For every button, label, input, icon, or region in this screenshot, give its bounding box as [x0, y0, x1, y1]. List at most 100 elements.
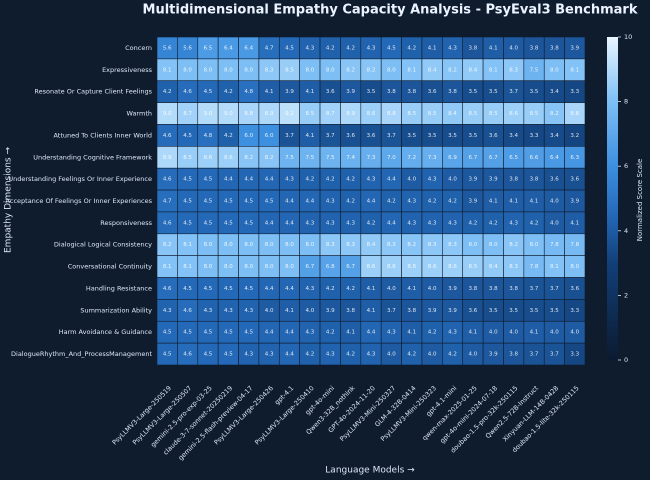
cell-label: 4.5	[224, 220, 233, 226]
cell-label: 8.2	[407, 242, 416, 248]
cell-label: 8.1	[407, 67, 416, 73]
cell-label: 8.4	[489, 264, 498, 270]
cell-label: 7.5	[285, 155, 294, 161]
cell-label: 6.4	[550, 155, 559, 161]
cell-label: 4.1	[407, 286, 416, 292]
cell-label: 4.2	[346, 352, 355, 358]
cell-label: 4.0	[550, 199, 559, 205]
cell-label: 3.3	[570, 308, 579, 314]
cell-label: 8.2	[509, 242, 518, 248]
cell-label: 4.0	[509, 330, 518, 336]
cell-label: 4.5	[224, 286, 233, 292]
cell-label: 4.5	[183, 133, 192, 139]
cell-label: 4.1	[367, 286, 376, 292]
cell-label: 4.0	[428, 352, 437, 358]
cell-label: 9.2	[285, 111, 294, 117]
cell-label: 4.2	[346, 199, 355, 205]
cell-label: 4.5	[285, 45, 294, 51]
y-tick-label: Understanding Cognitive Framework	[33, 153, 152, 161]
cell-label: 3.6	[326, 89, 335, 95]
cell-label: 8.0	[305, 242, 314, 248]
cell-label: 4.5	[204, 286, 213, 292]
cell-label: 3.2	[570, 133, 579, 139]
cell-label: 4.7	[265, 45, 274, 51]
cell-label: 4.3	[326, 199, 335, 205]
cell-label: 4.4	[265, 286, 274, 292]
cell-label: 4.1	[570, 220, 579, 226]
cell-label: 4.5	[244, 286, 253, 292]
cell-label: 3.7	[550, 286, 559, 292]
cell-label: 4.0	[265, 308, 274, 314]
colorbar-tick-label: 6	[624, 162, 628, 170]
colorbar-tick-label: 2	[624, 291, 628, 299]
cell-label: 9.0	[163, 111, 172, 117]
cell-label: 6.0	[265, 133, 274, 139]
cell-label: 3.8	[509, 352, 518, 358]
cell-label: 9.0	[204, 111, 213, 117]
cell-label: 8.2	[367, 67, 376, 73]
y-tick-label: Responsiveness	[100, 219, 152, 227]
cell-label: 4.2	[489, 220, 498, 226]
cell-label: 4.0	[570, 330, 579, 336]
cell-label: 4.5	[183, 199, 192, 205]
cell-label: 3.8	[387, 89, 396, 95]
cell-label: 4.3	[387, 330, 396, 336]
y-tick-label: Resonate Or Capture Client Feelings	[34, 88, 152, 96]
cell-label: 4.5	[204, 220, 213, 226]
cell-label: 4.1	[509, 199, 518, 205]
cell-label: 4.4	[265, 330, 274, 336]
cell-label: 3.5	[530, 89, 539, 95]
cell-label: 4.0	[469, 352, 478, 358]
cell-label: 4.7	[163, 199, 172, 205]
cell-label: 4.3	[367, 45, 376, 51]
cell-label: 4.5	[183, 286, 192, 292]
cell-label: 4.2	[326, 286, 335, 292]
cell-label: 4.4	[285, 330, 294, 336]
cell-label: 4.4	[387, 177, 396, 183]
cell-label: 3.5	[448, 133, 457, 139]
cell-label: 8.0	[387, 67, 396, 73]
cell-label: 8.2	[550, 111, 559, 117]
cell-label: 3.5	[469, 89, 478, 95]
cell-label: 3.9	[489, 352, 498, 358]
cell-label: 4.3	[367, 352, 376, 358]
cell-label: 4.0	[550, 220, 559, 226]
cell-label: 4.3	[163, 308, 172, 314]
cell-label: 4.5	[204, 89, 213, 95]
cell-label: 6.6	[530, 155, 539, 161]
y-tick-label: Acceptance Of Feelings Or Inner Experien…	[6, 197, 153, 205]
cell-label: 4.3	[428, 177, 437, 183]
cell-label: 8.2	[163, 242, 172, 248]
cell-label: 4.4	[367, 199, 376, 205]
cell-label: 8.6	[387, 264, 396, 270]
colorbar-tick-label: 0	[624, 356, 628, 364]
cell-label: 4.6	[183, 308, 192, 314]
cell-label: 4.5	[204, 330, 213, 336]
cell-label: 4.2	[163, 89, 172, 95]
cell-label: 3.7	[550, 352, 559, 358]
colorbar-title: Normalized Score Scale	[636, 159, 644, 242]
cell-label: 8.3	[346, 242, 355, 248]
cell-label: 8.7	[183, 111, 192, 117]
cell-label: 3.5	[367, 89, 376, 95]
cell-label: 4.2	[428, 199, 437, 205]
cell-label: 4.3	[244, 308, 253, 314]
cell-label: 4.5	[224, 330, 233, 336]
cell-label: 4.2	[448, 352, 457, 358]
cell-label: 8.0	[285, 242, 294, 248]
cell-label: 8.8	[244, 111, 253, 117]
cell-label: 4.2	[407, 352, 416, 358]
cell-label: 7.5	[305, 155, 314, 161]
cell-label: 9.0	[224, 111, 233, 117]
cell-label: 4.2	[346, 177, 355, 183]
cell-label: 4.3	[204, 308, 213, 314]
cell-label: 4.3	[407, 199, 416, 205]
cell-label: 4.5	[183, 330, 192, 336]
cell-label: 6.3	[570, 155, 579, 161]
cell-label: 4.4	[285, 220, 294, 226]
cell-label: 4.0	[387, 286, 396, 292]
cell-label: 8.0	[550, 67, 559, 73]
cell-label: 8.5	[407, 111, 416, 117]
cell-label: 3.7	[387, 133, 396, 139]
cell-label: 7.8	[570, 242, 579, 248]
